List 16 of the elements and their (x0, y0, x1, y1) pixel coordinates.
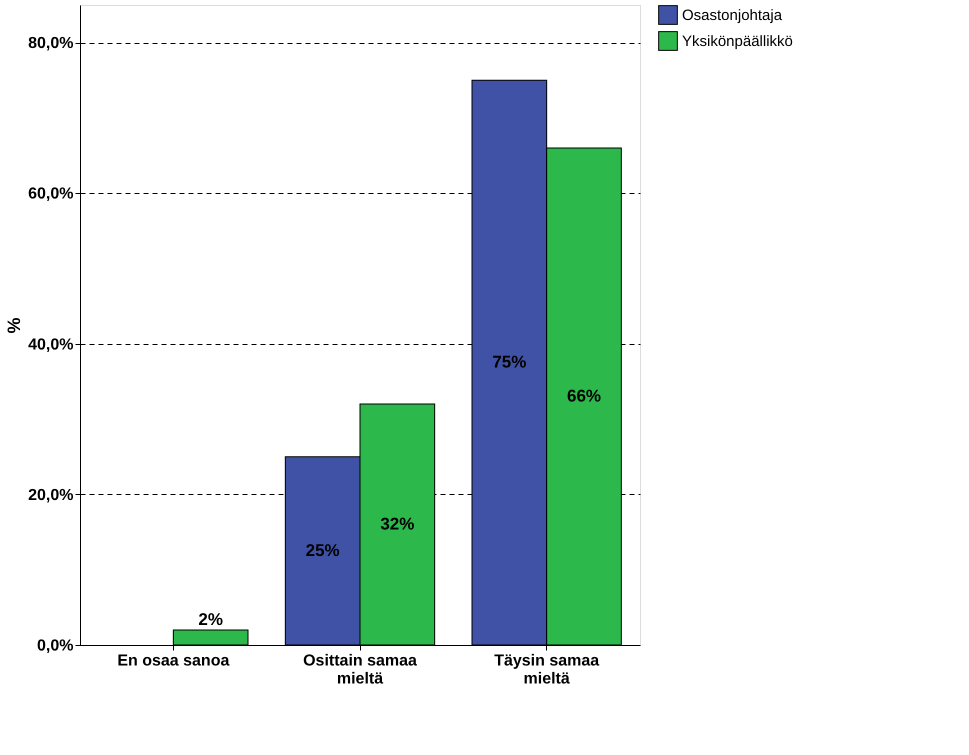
y-tick-label: 0,0% (37, 638, 74, 654)
y-tick-label: 60,0% (28, 186, 74, 203)
data-label: 25% (306, 540, 340, 560)
y-axis-title: % (4, 317, 24, 334)
x-tick-label: Täysin samaa mieltä (494, 652, 600, 688)
data-label: 66% (566, 386, 602, 406)
y-tick-label: 40,0% (28, 336, 74, 354)
data-label: 75% (492, 352, 526, 372)
legend-label: Yksikönpäällikkö (682, 33, 793, 50)
legend-label: Osastonjohtaja (682, 7, 783, 24)
x-tick-label: Osittain samaa mieltä (303, 652, 418, 688)
data-label: 32% (380, 514, 414, 534)
data-label: 2% (198, 610, 223, 629)
y-tick-label: 80,0% (28, 35, 74, 52)
y-tick-label: 20,0% (28, 486, 74, 504)
x-tick-label: En osaa sanoa (117, 652, 230, 670)
